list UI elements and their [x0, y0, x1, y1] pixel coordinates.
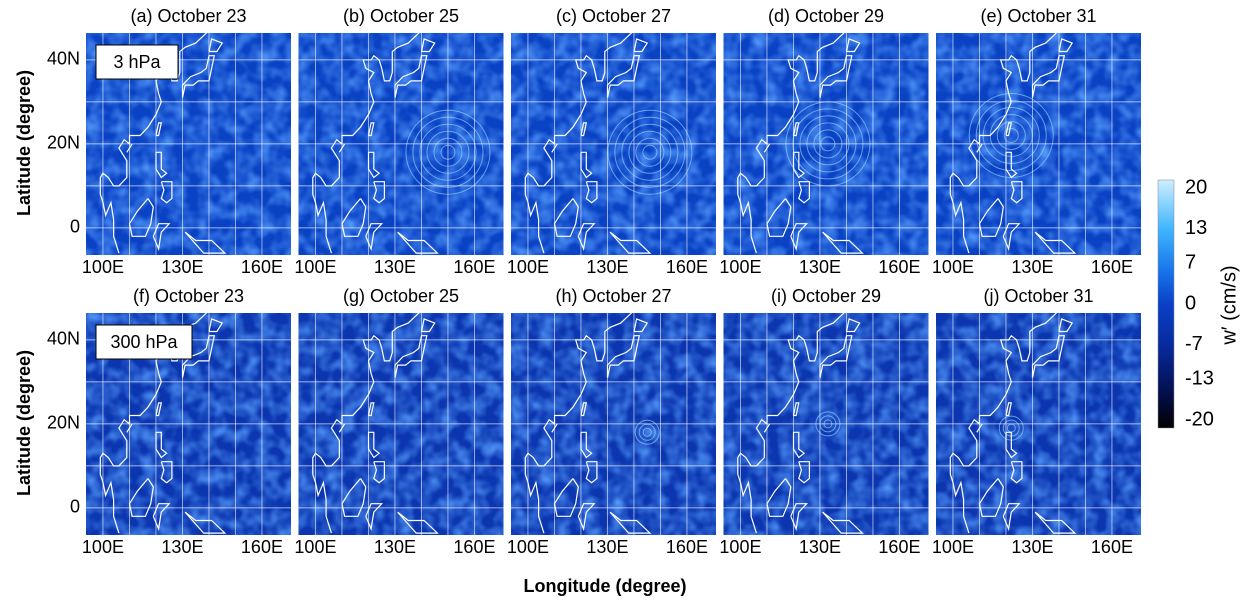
colorbar-tick-label: 0 [1185, 292, 1196, 314]
coastline [524, 30, 652, 254]
x-tick-label: 130E [799, 257, 841, 277]
y-tick-label: 0 [70, 217, 80, 237]
map-panel: 300 hPa [86, 310, 291, 535]
x-tick-label: 160E [1091, 537, 1133, 557]
colorbar [1157, 179, 1175, 429]
panel-title: (j) October 31 [983, 286, 1093, 306]
y-tick-label: 0 [70, 497, 80, 517]
colorbar-tick-label: -13 [1185, 368, 1214, 390]
wave-ring [607, 109, 693, 195]
x-tick-label: 130E [161, 537, 203, 557]
wave-ring [614, 116, 686, 188]
x-tick-label: 160E [241, 537, 283, 557]
map-panel: 3 hPa [86, 30, 291, 255]
level-box [95, 44, 179, 80]
panel-title: (c) October 27 [556, 6, 671, 26]
x-tick-label: 130E [586, 537, 628, 557]
coastline [524, 310, 652, 534]
x-tick-label: 130E [1011, 537, 1053, 557]
x-tick-label: 130E [799, 537, 841, 557]
wave-ring [628, 130, 672, 174]
map-panel [298, 30, 504, 255]
wave-ring [638, 423, 656, 441]
coastline [99, 310, 227, 534]
colorbar-tick-label: 20 [1185, 176, 1207, 198]
x-tick-label: 100E [719, 257, 761, 277]
x-tick-label: 160E [241, 257, 283, 277]
x-tick-label: 130E [374, 537, 416, 557]
y-tick-label: 40N [47, 49, 80, 69]
map-panel [298, 310, 504, 535]
level-box [95, 324, 193, 360]
x-tick-label: 160E [1091, 257, 1133, 277]
panel-title: (g) October 25 [343, 286, 459, 306]
x-axis-label: Longitude (degree) [524, 576, 687, 596]
x-tick-label: 100E [719, 537, 761, 557]
wave-ring [634, 419, 660, 445]
wave-ring [1003, 127, 1019, 143]
x-tick-label: 100E [932, 257, 974, 277]
y-tick-label: 40N [47, 329, 80, 349]
x-tick-label: 130E [161, 257, 203, 277]
map-panel [511, 30, 716, 255]
panel-title: (e) October 31 [980, 6, 1096, 26]
wave-ring [635, 137, 665, 167]
x-tick-label: 160E [453, 257, 495, 277]
x-tick-label: 160E [666, 537, 708, 557]
level-label: 3 hPa [113, 52, 161, 72]
coastline [312, 30, 439, 254]
map-panel [723, 310, 929, 535]
x-tick-label: 100E [294, 537, 336, 557]
y-axis-label: Latitude (degree) [14, 350, 34, 496]
colorbar-tick-label: 13 [1185, 217, 1207, 239]
x-tick-label: 100E [294, 257, 336, 277]
wave-ring [996, 120, 1026, 150]
panel-title: (b) October 25 [343, 6, 459, 26]
coastline [737, 30, 864, 254]
y-tick-label: 20N [47, 133, 80, 153]
y-axis-label: Latitude (degree) [14, 70, 34, 216]
wave-ring [642, 427, 652, 437]
map-panel [936, 30, 1141, 255]
x-tick-label: 160E [878, 537, 920, 557]
x-tick-label: 160E [666, 257, 708, 277]
x-tick-label: 130E [1011, 257, 1053, 277]
x-tick-label: 160E [878, 257, 920, 277]
x-tick-label: 130E [586, 257, 628, 277]
x-tick-label: 100E [507, 257, 549, 277]
coastline [949, 30, 1077, 254]
coastline [949, 310, 1077, 534]
x-tick-label: 100E [932, 537, 974, 557]
wave-ring [621, 123, 679, 181]
map-panel [511, 310, 716, 535]
x-tick-label: 100E [507, 537, 549, 557]
panel-title: (f) October 23 [133, 286, 244, 306]
colorbar-tick-label: -7 [1185, 333, 1203, 355]
colorbar-tick-label: -20 [1185, 408, 1214, 430]
map-panel [723, 30, 929, 255]
x-tick-label: 100E [82, 257, 124, 277]
x-tick-label: 100E [82, 537, 124, 557]
panel-title: (h) October 27 [555, 286, 671, 306]
colorbar-label: w′ (cm/s) [1218, 265, 1240, 345]
x-tick-label: 160E [453, 537, 495, 557]
y-tick-label: 20N [47, 413, 80, 433]
coastline [99, 30, 227, 254]
coastline [737, 310, 864, 534]
panel-title: (a) October 23 [130, 6, 246, 26]
wave-ring [642, 144, 658, 160]
map-panel [936, 310, 1141, 535]
level-label: 300 hPa [110, 332, 178, 352]
coastline [312, 310, 439, 534]
panel-title: (i) October 29 [771, 286, 881, 306]
colorbar-tick-label: 7 [1185, 252, 1196, 274]
x-tick-label: 130E [374, 257, 416, 277]
panel-title: (d) October 29 [768, 6, 884, 26]
